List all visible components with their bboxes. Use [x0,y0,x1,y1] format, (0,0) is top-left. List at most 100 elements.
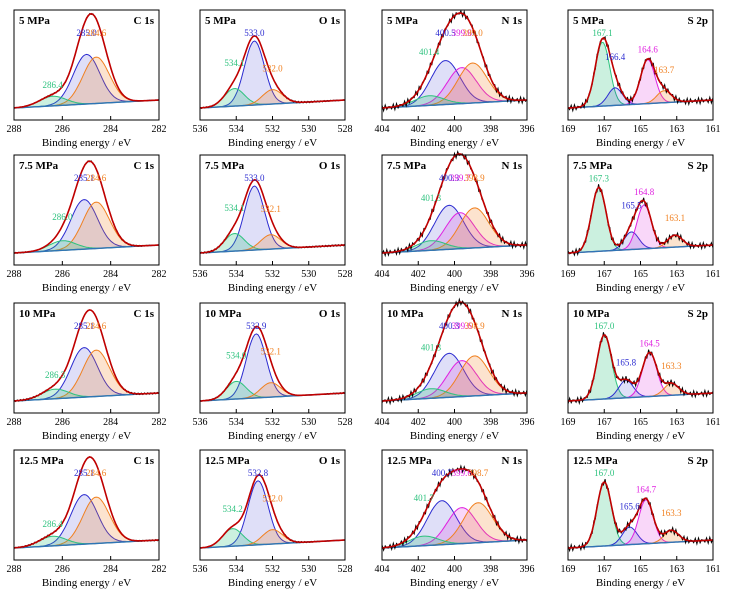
plot-frame [13,302,160,414]
peak-label: 163.1 [665,213,685,223]
peak-label: 167.0 [594,468,615,478]
x-tick-label: 532 [265,564,280,575]
background-line [567,244,714,254]
peak-label: 533.0 [244,173,265,183]
peak-label: 401.3 [421,193,442,203]
x-tick-label: 534 [229,124,244,135]
peak-label: 285.1 [74,321,94,331]
peak-label: 399.7 [450,173,471,183]
peak-label: 284.6 [86,468,107,478]
peak-label: 163.3 [661,361,682,371]
pressure-label: 12.5 MPa [19,455,64,467]
x-axis-label: Binding energy / eV [410,282,499,294]
peak-label: 398.9 [464,321,485,331]
x-tick-label: 402 [411,564,426,575]
element-label: S 2p [688,308,709,320]
x-axis-label: Binding energy / eV [410,577,499,589]
envelope-fit-line [381,153,528,254]
x-tick-label: 286 [55,124,70,135]
x-tick-label: 400 [447,124,462,135]
panel-3-3: 404 402 400 398 396 Binding energy / eV 10 MPa… [375,297,535,442]
peak-label: 284.6 [86,28,107,38]
x-tick-label: 528 [338,417,353,428]
pressure-label: 10 MPa [205,308,242,320]
x-tick-label: 532 [265,269,280,280]
x-tick-label: 404 [375,269,390,280]
panel-1-3: 404 402 400 398 396 Binding energy / eV 5 MPa N… [375,9,535,149]
x-tick-label: 534 [229,417,244,428]
peak-label: 398.9 [464,173,485,183]
peak-label: 166.4 [605,52,626,62]
x-tick-label: 536 [193,417,208,428]
peak-label: 285.0 [76,28,97,38]
pressure-label: 5 MPa [205,15,236,27]
x-axis-label: Binding energy / eV [228,430,317,442]
panel-3-4: 169 167 165 163 161 Binding energy / eV 10 MPa… [561,302,721,442]
panel-3-2: 536 534 532 530 528 Binding energy / eV 10 MPa… [193,302,353,442]
element-label: S 2p [688,15,709,27]
envelope-fit-line [381,12,527,109]
peak-label: 285.1 [74,173,94,183]
x-tick-label: 530 [301,124,316,135]
envelope-fit-line [13,309,160,402]
peak-label: 532.8 [248,468,269,478]
panel-3-1: 288 286 284 282 Binding energy / eV 10 MPa C 1… [7,302,167,442]
peak-label: 534.0 [226,351,247,361]
peak-label: 401.4 [419,47,440,57]
x-axis-label: Binding energy / eV [410,137,499,149]
x-tick-label: 167 [597,269,612,280]
peak-label: 534.2 [223,504,243,514]
x-tick-label: 167 [597,124,612,135]
peak-label: 533.0 [244,28,265,38]
x-tick-label: 286 [55,564,70,575]
pressure-label: 12.5 MPa [205,455,250,467]
x-axis-label: Binding energy / eV [42,430,131,442]
x-tick-label: 396 [520,417,535,428]
x-tick-label: 534 [229,269,244,280]
x-tick-label: 169 [561,124,576,135]
peak-label: 399.0 [463,28,484,38]
element-label: C 1s [134,15,155,27]
x-axis-label: Binding energy / eV [228,577,317,589]
x-tick-label: 400 [447,564,462,575]
element-label: O 1s [319,15,341,27]
x-tick-label: 286 [55,417,70,428]
panel-2-1: 288 286 284 282 Binding energy / eV 7.5 MPa C … [7,154,167,294]
x-tick-label: 163 [669,269,684,280]
element-label: O 1s [319,455,341,467]
x-tick-label: 284 [103,269,118,280]
peak-label: 167.0 [594,321,615,331]
x-axis-label: Binding energy / eV [228,282,317,294]
envelope-fit-line [199,178,346,254]
peak-label: 163.7 [654,65,675,75]
peak-label: 399.6 [452,468,473,478]
x-tick-label: 530 [301,417,316,428]
peak-label: 400.3 [439,321,460,331]
peak-label: 532.0 [262,63,283,73]
x-tick-label: 169 [561,417,576,428]
x-tick-label: 404 [375,124,390,135]
x-tick-label: 286 [55,269,70,280]
x-tick-label: 282 [152,124,167,135]
envelope-fit-line [13,12,160,109]
background-line [381,539,528,549]
peak-label: 532.0 [262,493,283,503]
x-tick-label: 536 [193,564,208,575]
x-axis-label: Binding energy / eV [42,577,131,589]
x-axis-label: Binding energy / eV [596,282,685,294]
raw-spectrum-line [381,150,528,258]
x-tick-label: 532 [265,417,280,428]
element-label: S 2p [688,160,709,172]
element-label: N 1s [502,15,523,27]
x-axis-label: Binding energy / eV [596,577,685,589]
x-tick-label: 165 [633,269,648,280]
x-tick-label: 398 [483,417,498,428]
x-tick-label: 161 [706,124,721,135]
x-tick-label: 161 [706,269,721,280]
pressure-label: 7.5 MPa [19,160,59,172]
x-tick-label: 398 [483,564,498,575]
x-tick-label: 396 [520,564,535,575]
x-tick-label: 400 [447,269,462,280]
peak-label: 534.1 [224,203,244,213]
